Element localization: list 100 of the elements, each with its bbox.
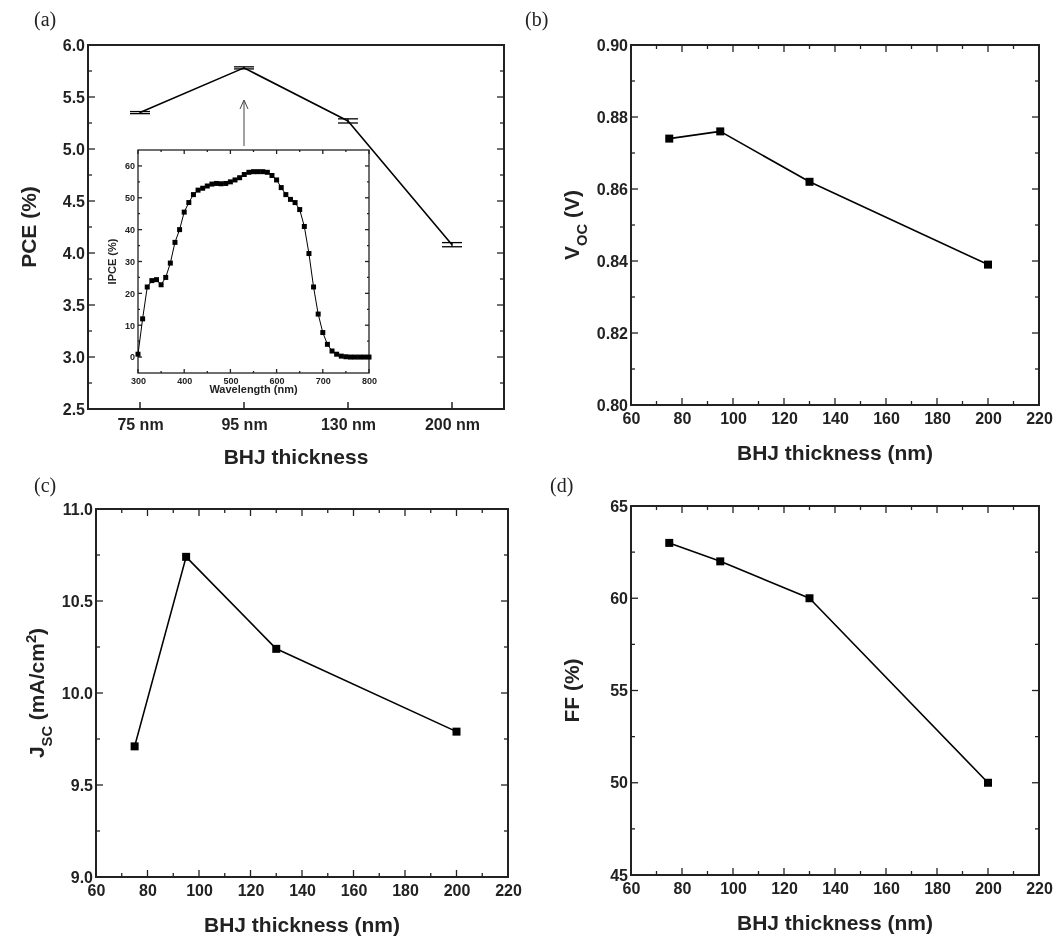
y-tick-label: 6.0 <box>62 36 86 54</box>
y-tick-label: 5.0 <box>62 140 86 158</box>
point <box>665 134 674 143</box>
x-tick-label: 700 <box>315 375 331 386</box>
point <box>214 180 220 186</box>
y-tick-label: 10.0 <box>61 684 94 702</box>
point <box>278 185 284 191</box>
x-tick-label: 200 <box>975 880 1002 898</box>
x-tick-label: 140 <box>822 410 849 428</box>
point <box>357 354 363 360</box>
point <box>135 351 141 357</box>
y-tick-label: 9.5 <box>70 776 94 794</box>
x-axis-title: BHJ thickness (nm) <box>736 911 934 934</box>
x-tick-label: 160 <box>340 882 368 900</box>
x-axis-title: BHJ thickness (nm) <box>203 913 401 936</box>
point <box>274 177 280 183</box>
y-tick-label: 10 <box>124 320 135 331</box>
point <box>246 169 252 175</box>
point <box>182 552 191 561</box>
point <box>805 594 814 603</box>
point <box>153 277 159 283</box>
point <box>984 260 992 269</box>
y-tick-label: 4.0 <box>62 244 86 262</box>
point <box>716 557 725 566</box>
point <box>452 727 461 736</box>
x-tick-label: 220 <box>1026 410 1053 428</box>
y-tick-label: 4.5 <box>62 192 86 210</box>
y-axis-title: FF (%) <box>560 658 583 723</box>
point <box>190 192 196 198</box>
y-tick-label: 55 <box>610 682 629 700</box>
y-axis-title: IPCE (%) <box>106 238 118 285</box>
x-axis-title: BHJ thickness (nm) <box>736 441 934 464</box>
x-tick-label: 160 <box>873 880 900 898</box>
point <box>348 354 354 360</box>
x-tick-label: 120 <box>771 880 798 898</box>
y-tick-label: 30 <box>124 256 135 267</box>
point <box>181 209 187 215</box>
x-tick-label: 220 <box>495 882 522 900</box>
x-tick-label: 60 <box>622 880 641 898</box>
y-tick-label: 0.90 <box>596 36 629 54</box>
point <box>315 311 321 317</box>
point <box>186 200 192 206</box>
x-tick-label: 75 nm <box>117 416 164 434</box>
point <box>272 644 281 653</box>
point <box>343 354 349 360</box>
y-tick-label: 0.82 <box>596 324 629 342</box>
x-tick-label: 200 nm <box>424 416 481 434</box>
x-tick-label: 200 <box>975 410 1002 428</box>
y-tick-label: 40 <box>124 225 135 236</box>
point <box>320 330 326 336</box>
point <box>144 284 150 290</box>
x-tick-label: 80 <box>673 880 692 898</box>
point <box>287 196 293 202</box>
x-tick-label: 140 <box>289 882 316 900</box>
point <box>264 169 270 175</box>
y-tick-label: 0 <box>129 352 135 363</box>
x-tick-label: 180 <box>924 880 951 898</box>
y-tick-label: 60 <box>124 161 135 172</box>
point <box>301 223 307 229</box>
x-tick-label: 600 <box>269 375 285 386</box>
x-tick-label: 300 <box>130 375 147 386</box>
y-tick-label: 3.0 <box>62 348 86 366</box>
point <box>172 239 178 245</box>
x-tick-label: 100 <box>720 880 747 898</box>
y-tick-label: 3.5 <box>62 296 86 314</box>
x-tick-label: 120 <box>237 882 265 900</box>
point <box>334 351 340 357</box>
point <box>223 180 229 186</box>
x-tick-label: 60 <box>622 410 641 428</box>
y-tick-label: 50 <box>124 193 135 204</box>
x-axis-title: Wavelength (nm) <box>209 383 298 395</box>
x-tick-label: 800 <box>361 375 378 386</box>
point <box>130 742 139 751</box>
point <box>163 274 169 280</box>
point <box>209 181 215 187</box>
point <box>149 278 155 284</box>
point <box>200 185 206 191</box>
x-tick-label: 160 <box>873 410 900 428</box>
x-tick-label: 60 <box>87 882 106 900</box>
x-tick-label: 500 <box>223 375 239 386</box>
point <box>260 169 266 175</box>
x-tick-label: 100 <box>186 882 213 900</box>
y-tick-label: 65 <box>610 497 629 515</box>
y-tick-label: 2.5 <box>62 400 86 418</box>
y-tick-label: 0.84 <box>596 252 629 270</box>
x-tick-label: 95 nm <box>221 416 268 434</box>
point <box>329 348 335 354</box>
y-tick-label: 0.88 <box>596 108 629 126</box>
point <box>716 127 725 136</box>
y-tick-label: 20 <box>124 288 135 299</box>
x-tick-label: 400 <box>177 375 193 386</box>
x-tick-label: 120 <box>771 410 798 428</box>
y-tick-label: 11.0 <box>62 500 94 518</box>
point <box>251 169 256 175</box>
x-axis-title: BHJ thickness <box>223 445 369 468</box>
text: (b) <box>525 8 549 31</box>
point <box>665 538 674 547</box>
point <box>140 316 146 322</box>
text: (a) <box>34 8 57 31</box>
point <box>269 172 275 178</box>
